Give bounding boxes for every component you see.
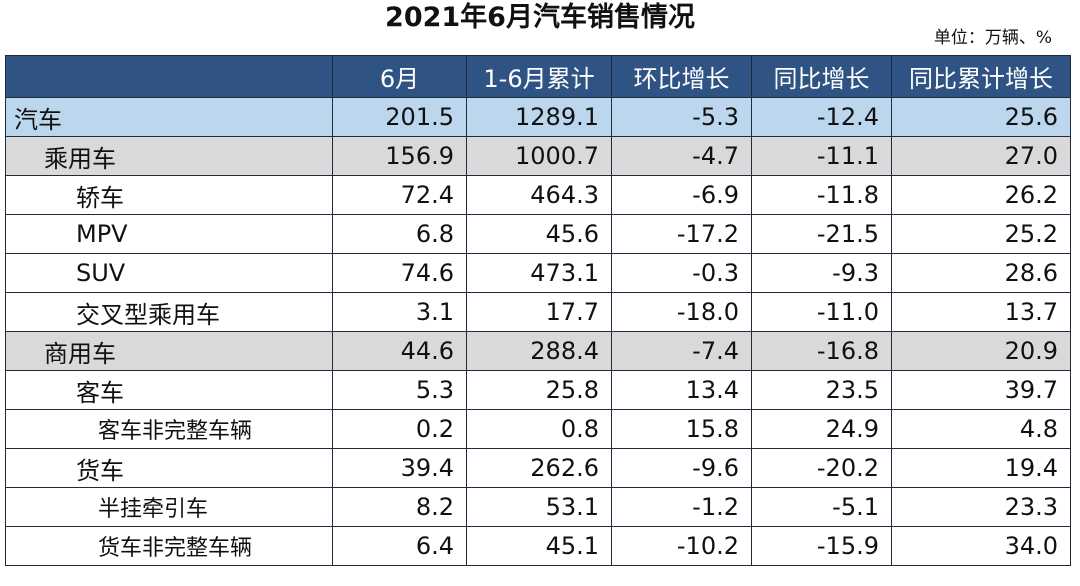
table-cell: 23.5 [751,370,892,410]
row-label: 汽车 [5,97,333,137]
column-header: 环比增长 [611,55,752,98]
table-cell: 25.8 [466,370,612,410]
table-cell: 288.4 [466,331,612,371]
table-cell: 23.3 [891,487,1071,527]
table-row: 轿车 72.4 464.3 -6.9 -11.8 26.2 [5,175,1071,215]
table-cell: 74.6 [332,253,467,293]
column-header: 同比增长 [751,55,892,98]
header-row: 6月 1-6月累计 环比增长 同比增长 同比累计增长 [5,55,1071,98]
table-cell: 27.0 [891,136,1071,176]
table-cell: -11.8 [751,175,892,215]
table-cell: 473.1 [466,253,612,293]
column-header [5,55,333,98]
table-cell: 6.4 [332,526,467,566]
table-cell: -18.0 [611,292,752,332]
table-cell: -6.9 [611,175,752,215]
table-cell: 13.7 [891,292,1071,332]
sales-table: 6月 1-6月累计 环比增长 同比增长 同比累计增长 汽车 201.5 1289.1… [5,55,1071,566]
table-cell: 201.5 [332,97,467,137]
table-row: MPV 6.8 45.6 -17.2 -21.5 25.2 [5,214,1071,254]
table-cell: 53.1 [466,487,612,527]
table-cell: 464.3 [466,175,612,215]
table-cell: 15.8 [611,409,752,449]
table-title: 2021年6月汽车销售情况 [385,2,695,33]
table-cell: 25.6 [891,97,1071,137]
table-cell: -9.6 [611,448,752,488]
table-cell: 3.1 [332,292,467,332]
table-cell: -11.1 [751,136,892,176]
row-label: 客车 [5,370,333,410]
table-cell: -17.2 [611,214,752,254]
table-row: 货车 39.4 262.6 -9.6 -20.2 19.4 [5,448,1071,488]
table-cell: -10.2 [611,526,752,566]
table-row: 乘用车 156.9 1000.7 -4.7 -11.1 27.0 [5,136,1071,176]
table-cell: 0.2 [332,409,467,449]
table-cell: 28.6 [891,253,1071,293]
table-cell: -5.3 [611,97,752,137]
table-cell: 262.6 [466,448,612,488]
table-row: 客车非完整车辆 0.2 0.8 15.8 24.9 4.8 [5,409,1071,449]
table-cell: 5.3 [332,370,467,410]
table-cell: 8.2 [332,487,467,527]
table-row: 汽车 201.5 1289.1 -5.3 -12.4 25.6 [5,97,1071,137]
row-label: 货车 [5,448,333,488]
table-row: 半挂牵引车 8.2 53.1 -1.2 -5.1 23.3 [5,487,1071,527]
row-label: MPV [5,214,333,254]
table-cell: 39.4 [332,448,467,488]
table-row: SUV 74.6 473.1 -0.3 -9.3 28.6 [5,253,1071,293]
table-cell: -7.4 [611,331,752,371]
table-cell: 1000.7 [466,136,612,176]
table-cell: -15.9 [751,526,892,566]
table-cell: -20.2 [751,448,892,488]
table-body: 汽车 201.5 1289.1 -5.3 -12.4 25.6 乘用车 156.9 1000.7… [5,97,1071,566]
row-label: 货车非完整车辆 [5,526,333,566]
column-header: 6月 [332,55,467,98]
row-label: SUV [5,253,333,293]
table-cell: 17.7 [466,292,612,332]
table-cell: -11.0 [751,292,892,332]
table-row: 货车非完整车辆 6.4 45.1 -10.2 -15.9 34.0 [5,526,1071,566]
row-label: 商用车 [5,331,333,371]
table-cell: 6.8 [332,214,467,254]
row-label: 半挂牵引车 [5,487,333,527]
table-cell: -9.3 [751,253,892,293]
table-cell: -1.2 [611,487,752,527]
table-cell: 0.8 [466,409,612,449]
table-cell: 26.2 [891,175,1071,215]
table-cell: 45.1 [466,526,612,566]
table-row: 客车 5.3 25.8 13.4 23.5 39.7 [5,370,1071,410]
row-label: 交叉型乘用车 [5,292,333,332]
table-cell: 1289.1 [466,97,612,137]
row-label: 轿车 [5,175,333,215]
table-cell: 4.8 [891,409,1071,449]
table-cell: 13.4 [611,370,752,410]
column-header: 1-6月累计 [466,55,612,98]
table-cell: -21.5 [751,214,892,254]
table-cell: -5.1 [751,487,892,527]
table-cell: 39.7 [891,370,1071,410]
table-cell: 25.2 [891,214,1071,254]
table-cell: 45.6 [466,214,612,254]
table-row: 商用车 44.6 288.4 -7.4 -16.8 20.9 [5,331,1071,371]
table-row: 交叉型乘用车 3.1 17.7 -18.0 -11.0 13.7 [5,292,1071,332]
table-cell: 24.9 [751,409,892,449]
unit-label: 单位：万辆、% [933,28,1052,48]
table-cell: 19.4 [891,448,1071,488]
table-cell: 72.4 [332,175,467,215]
table-cell: -4.7 [611,136,752,176]
table-cell: -12.4 [751,97,892,137]
table-cell: -16.8 [751,331,892,371]
table-cell: 20.9 [891,331,1071,371]
table-cell: -0.3 [611,253,752,293]
row-label: 客车非完整车辆 [5,409,333,449]
row-label: 乘用车 [5,136,333,176]
table-cell: 34.0 [891,526,1071,566]
table-cell: 44.6 [332,331,467,371]
column-header: 同比累计增长 [891,55,1071,98]
table-cell: 156.9 [332,136,467,176]
